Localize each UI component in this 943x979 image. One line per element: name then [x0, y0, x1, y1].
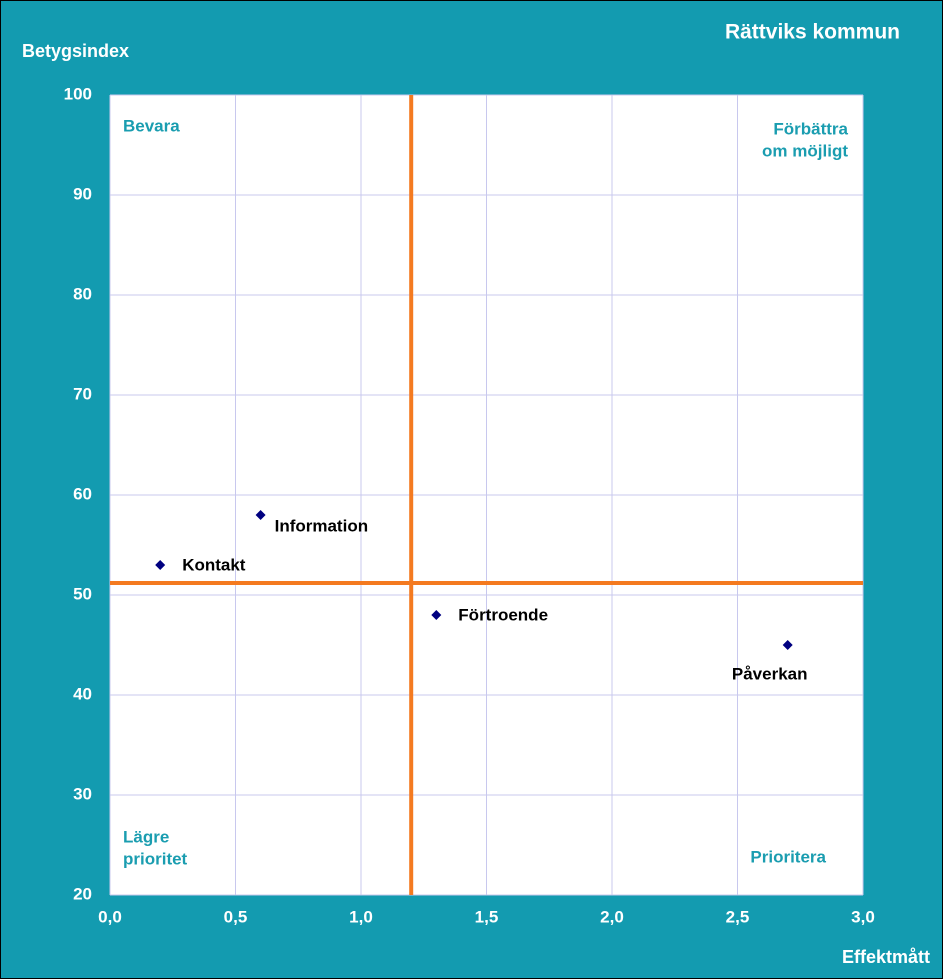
y-tick-label: 90: [73, 184, 92, 203]
y-tick-label: 70: [73, 384, 92, 403]
y-axis-label: Betygsindex: [22, 41, 129, 61]
quadrant-label: Förbättra: [773, 119, 848, 138]
y-tick-label: 40: [73, 684, 92, 703]
point-label: Förtroende: [458, 605, 548, 624]
quadrant-label: prioritet: [123, 849, 188, 868]
x-tick-label: 0,5: [224, 907, 248, 926]
point: [255, 510, 266, 520]
point: [782, 640, 793, 650]
quadrant-label: Lägre: [123, 827, 169, 846]
point: [155, 560, 166, 570]
y-tick-label: 20: [73, 884, 92, 903]
point-label: Kontakt: [182, 555, 246, 574]
x-tick-label: 1,0: [349, 907, 373, 926]
x-tick-label: 2,0: [600, 907, 624, 926]
y-tick-label: 30: [73, 784, 92, 803]
y-tick-label: 100: [64, 84, 92, 103]
y-tick-label: 80: [73, 284, 92, 303]
x-tick-label: 3,0: [851, 907, 875, 926]
point: [431, 610, 442, 620]
quadrant-label: Prioritera: [750, 847, 826, 866]
quadrant-label: Bevara: [123, 116, 180, 135]
x-tick-label: 1,5: [475, 907, 499, 926]
y-tick-label: 60: [73, 484, 92, 503]
quadrant-label: om möjligt: [762, 141, 848, 160]
y-tick-label: 50: [73, 584, 92, 603]
point-label: Information: [275, 516, 369, 535]
x-axis-label: Effektmått: [842, 947, 930, 967]
chart-title: Rättviks kommun: [725, 21, 900, 44]
point-label: Påverkan: [732, 664, 808, 683]
x-tick-label: 2,5: [726, 907, 750, 926]
x-tick-label: 0,0: [98, 907, 122, 926]
